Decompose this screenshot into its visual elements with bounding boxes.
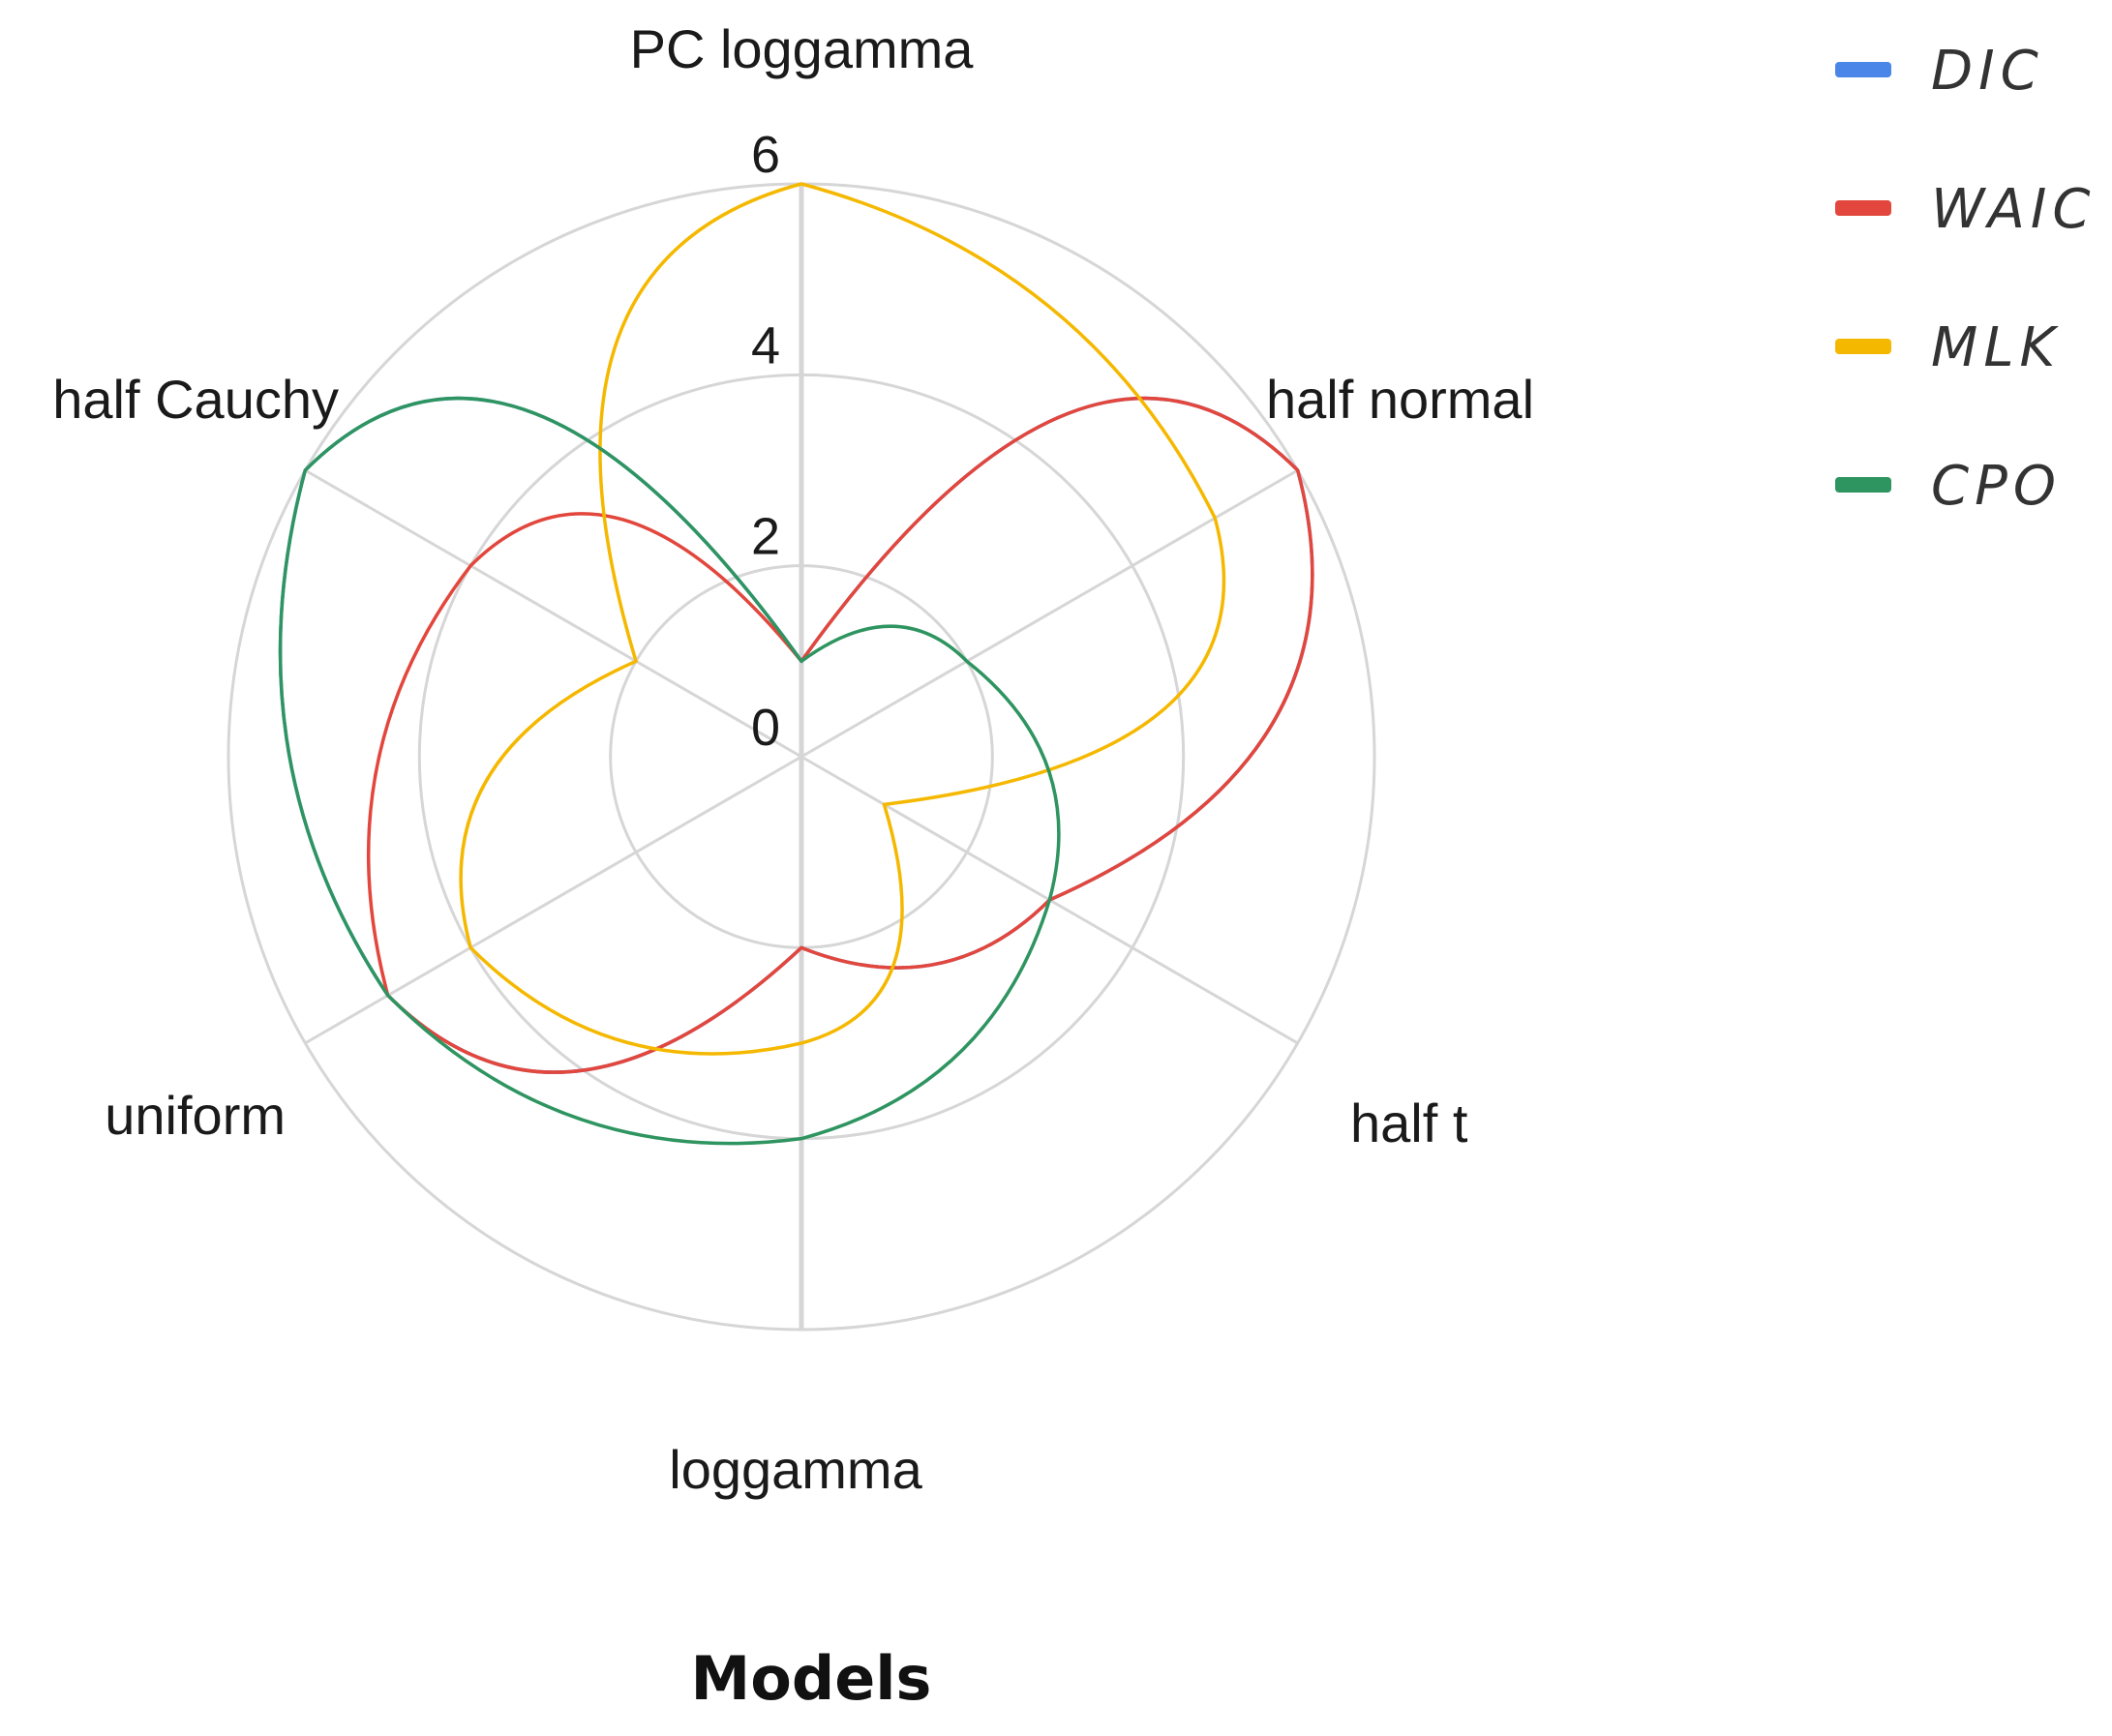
grid-spoke xyxy=(800,468,1299,759)
tick-label: 6 xyxy=(751,126,780,184)
tick-label: 0 xyxy=(751,699,780,757)
grid-spoke xyxy=(304,755,802,1045)
legend-swatch xyxy=(1835,200,1891,216)
chart-series xyxy=(278,182,1314,1146)
category-label: loggamma xyxy=(669,1439,922,1500)
tick-label: 4 xyxy=(751,316,780,374)
radial-ticks: 0 2 4 6 xyxy=(751,126,780,757)
legend-swatch xyxy=(1835,339,1891,354)
series-line-mlk xyxy=(459,182,1226,1056)
x-axis-title: Models xyxy=(691,1643,932,1714)
category-label: half normal xyxy=(1266,369,1534,430)
series-line-waic xyxy=(366,396,1314,1074)
series-line-dic xyxy=(278,396,1314,1074)
legend-label: DIC xyxy=(1931,40,2044,103)
legend-label: WAIC xyxy=(1931,178,2097,241)
legend-swatch xyxy=(1835,477,1891,493)
legend-label: MLK xyxy=(1931,316,2061,379)
grid-spoke xyxy=(304,468,802,759)
category-label: PC loggamma xyxy=(630,18,975,79)
chart-spokes xyxy=(304,184,1299,1330)
legend: DIC WAIC MLK CPO xyxy=(1835,40,2097,518)
category-labels: PC loggamma half normal half t loggamma unif… xyxy=(52,18,1534,1500)
category-label: half Cauchy xyxy=(52,369,339,430)
series-line-cpo xyxy=(278,396,1061,1146)
tick-label: 2 xyxy=(751,508,780,566)
legend-label: CPO xyxy=(1931,455,2062,518)
category-label: uniform xyxy=(105,1085,286,1146)
legend-swatch xyxy=(1835,62,1891,77)
category-label: half t xyxy=(1350,1092,1468,1153)
